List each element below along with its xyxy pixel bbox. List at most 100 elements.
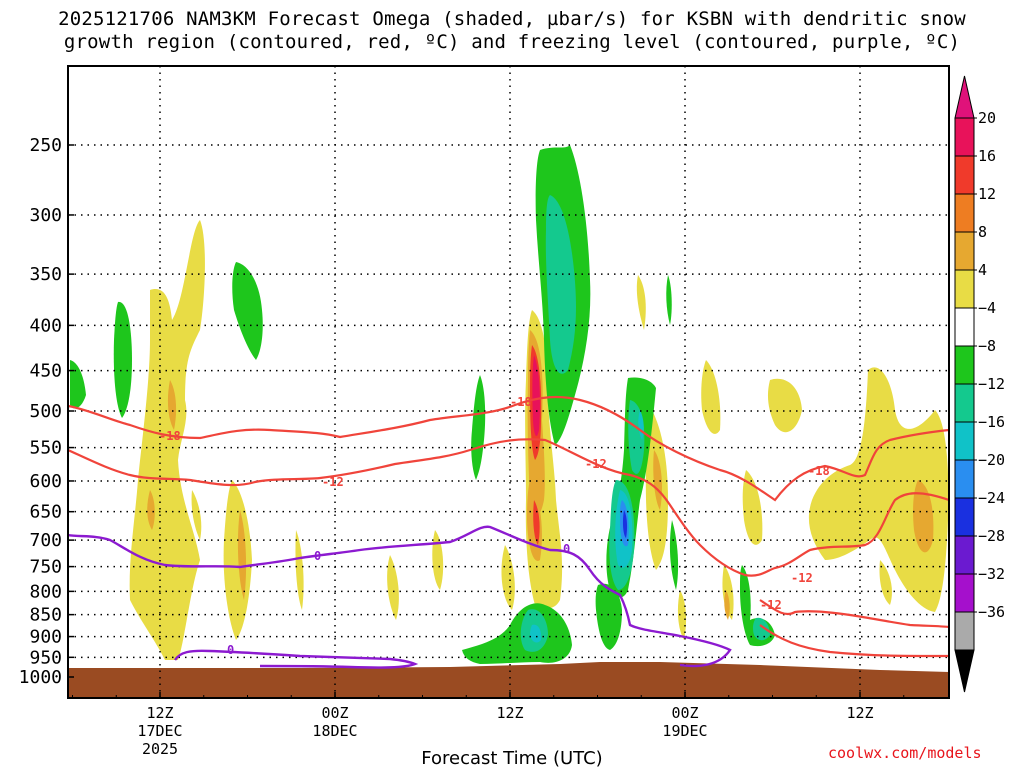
omega-region <box>545 195 576 374</box>
contour-minus12-low2 <box>759 624 949 658</box>
colorbar-band <box>954 269 975 309</box>
omega-region <box>113 301 132 418</box>
x-tick-label: 19DEC <box>662 722 707 740</box>
y-tick-label: 950 <box>29 647 62 668</box>
colorbar-label: −36 <box>978 603 1005 621</box>
colorbar-band <box>954 155 975 195</box>
colorbar-band <box>954 383 975 423</box>
colorbar-label: 4 <box>978 261 987 279</box>
colorbar-label: −32 <box>978 565 1005 583</box>
chart-title-line1: 2025121706 NAM3KM Forecast Omega (shaded… <box>58 8 966 30</box>
y-axis: 2503003504004505005506006507007508008509… <box>19 135 74 688</box>
contour-label-zero: 0 <box>314 549 321 563</box>
omega-region <box>636 275 646 330</box>
x-axis-label: Forecast Time (UTC) <box>421 748 603 769</box>
colorbar-band <box>954 573 975 613</box>
x-tick-label: 17DEC <box>137 722 182 740</box>
colorbar-band <box>954 117 975 157</box>
y-tick-label: 900 <box>29 627 62 648</box>
omega-region <box>752 617 770 641</box>
omega-region <box>722 565 734 620</box>
colorbar-band <box>954 307 975 347</box>
x-tick-label: 12Z <box>846 704 873 722</box>
terrain-fill <box>68 662 949 698</box>
omega-region <box>879 560 892 605</box>
y-tick-label: 1000 <box>19 667 62 688</box>
omega-region <box>666 275 672 325</box>
colorbar-label: 12 <box>978 185 996 203</box>
colorbar-label: 20 <box>978 109 996 127</box>
y-tick-label: 800 <box>29 581 62 602</box>
contour-label-minus12: -12 <box>791 571 813 585</box>
colorbar-label: −8 <box>978 337 996 355</box>
y-tick-label: 550 <box>29 438 62 459</box>
y-tick-label: 450 <box>29 361 62 382</box>
colorbar: 20 16 12 8 4 −4 −8 −12 −16 −20 −24 −28 −32 −36 <box>954 75 1005 693</box>
colorbar-band <box>954 459 975 499</box>
omega-region <box>677 590 687 640</box>
colorbar-label: −16 <box>978 413 1005 431</box>
contour-label-minus12: -12 <box>322 475 344 489</box>
colorbar-band <box>954 231 975 271</box>
omega-region <box>295 530 304 610</box>
contour-minus12-low <box>759 599 949 629</box>
colorbar-label: −20 <box>978 451 1005 469</box>
colorbar-band <box>954 497 975 537</box>
x-tick-label: 00Z <box>321 704 348 722</box>
omega-region <box>237 510 247 600</box>
omega-region <box>742 470 763 545</box>
colorbar-label: −28 <box>978 527 1005 545</box>
omega-region <box>167 380 177 430</box>
omega-shading <box>70 145 949 664</box>
contour-label-minus12: -12 <box>585 457 607 471</box>
colorbar-band <box>954 193 975 233</box>
contour-label-zero: 0 <box>563 542 570 556</box>
omega-region <box>70 360 86 409</box>
colorbar-label: −12 <box>978 375 1005 393</box>
colorbar-band <box>954 421 975 461</box>
dendritic-contours <box>68 395 949 658</box>
omega-region <box>191 490 202 540</box>
omega-region <box>701 360 721 434</box>
y-tick-label: 750 <box>29 557 62 578</box>
omega-region <box>462 603 572 664</box>
omega-region <box>147 490 155 530</box>
grid-lines <box>68 66 949 698</box>
x-tick-label: 18DEC <box>312 722 357 740</box>
y-tick-label: 500 <box>29 401 62 422</box>
x-tick-label: 2025 <box>142 740 178 758</box>
contour-minus18 <box>68 395 949 502</box>
omega-region <box>669 520 679 590</box>
x-tick-label: 12Z <box>496 704 523 722</box>
y-tick-label: 300 <box>29 205 62 226</box>
omega-region <box>595 583 622 650</box>
contour-zero-upper <box>68 525 732 668</box>
omega-region <box>767 378 802 433</box>
omega-region <box>432 530 444 590</box>
omega-region <box>532 355 540 436</box>
colorbar-label: 8 <box>978 223 987 241</box>
omega-region <box>501 545 515 610</box>
colorbar-band <box>954 345 975 385</box>
omega-region <box>232 262 263 360</box>
y-tick-label: 700 <box>29 530 62 551</box>
contour-label-minus18: -18 <box>808 464 830 478</box>
omega-region <box>387 555 399 620</box>
x-tick-label: 00Z <box>671 704 698 722</box>
contour-label-minus18: -18 <box>510 395 532 409</box>
colorbar-label: −4 <box>978 299 996 317</box>
contour-label-minus12: -12 <box>760 598 782 612</box>
omega-region <box>530 624 542 643</box>
plot-frame <box>67 65 950 699</box>
contour-zero-lower <box>173 649 419 669</box>
omega-region <box>533 500 540 545</box>
y-tick-label: 850 <box>29 605 62 626</box>
contour-label-zero: 0 <box>227 643 234 657</box>
omega-region <box>653 450 662 510</box>
chart-title-line2: growth region (contoured, red, ºC) and f… <box>63 31 961 53</box>
contour-label-minus18: -18 <box>159 429 181 443</box>
y-tick-label: 650 <box>29 502 62 523</box>
y-tick-label: 400 <box>29 315 62 336</box>
